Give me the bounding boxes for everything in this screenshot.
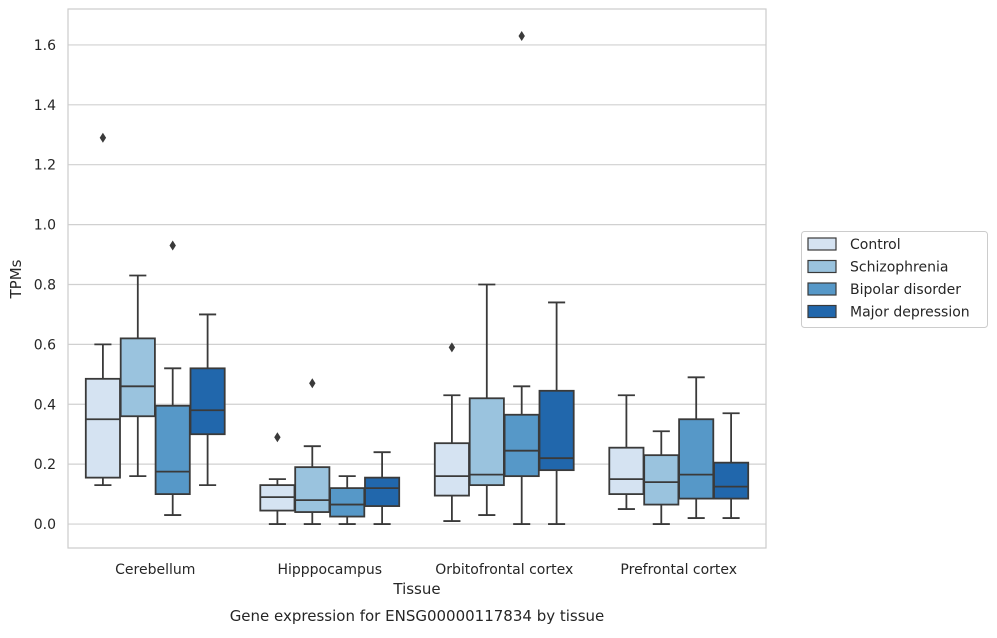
box-hipppocampus-schizophrenia	[294, 378, 331, 525]
box-iqr	[538, 389, 575, 472]
legend-frame	[801, 231, 988, 328]
box-iqr	[468, 397, 505, 487]
box-hipppocampus-bipolar-disorder	[329, 475, 366, 525]
box-prefrontal-cortex-bipolar-disorder	[678, 376, 715, 519]
y-tick-label: 0.8	[34, 277, 56, 293]
box-iqr	[608, 446, 645, 495]
y-tick-labels: 0.0 0.2 0.4 0.6 0.8 1.0 1.2 1.4 1.6	[34, 38, 56, 533]
box-orbitofrontal-cortex-control	[433, 342, 470, 522]
box-iqr	[503, 413, 540, 478]
box-groups	[84, 30, 750, 525]
box-iqr	[433, 442, 470, 497]
box-iqr	[643, 454, 680, 506]
y-tick-label: 1.6	[34, 38, 56, 54]
outlier-point	[274, 432, 281, 443]
legend-label-bipolar-disorder: Bipolar disorder	[850, 282, 961, 298]
box-iqr	[329, 487, 366, 518]
box-iqr	[678, 418, 715, 500]
box-iqr	[189, 367, 226, 436]
box-prefrontal-cortex-major-depression	[713, 412, 750, 519]
y-tick-label: 1.4	[34, 98, 56, 114]
box-cerebellum-schizophrenia	[119, 274, 156, 478]
y-tick-label: 1.0	[34, 218, 56, 234]
y-tick-label: 0.4	[34, 397, 56, 413]
outlier-point	[518, 30, 525, 41]
x-tick-label: Orbitofrontal cortex	[435, 562, 573, 578]
legend-swatch-bipolar-disorder	[807, 282, 837, 296]
plot-frame	[67, 8, 767, 549]
box-iqr	[294, 466, 331, 513]
box-iqr	[154, 404, 191, 495]
box-iqr	[364, 476, 401, 507]
box-orbitofrontal-cortex-schizophrenia	[468, 283, 505, 516]
box-iqr	[713, 461, 750, 500]
x-tick-label: Hipppocampus	[277, 562, 382, 578]
legend-swatch-major-depression	[807, 304, 837, 319]
x-tick-labels: Cerebellum Hipppocampus Orbitofrontal cort…	[115, 562, 737, 578]
legend-swatch-schizophrenia	[807, 259, 837, 274]
box-orbitofrontal-cortex-bipolar-disorder	[503, 30, 540, 525]
box-prefrontal-cortex-control	[608, 394, 645, 510]
legend: Control Schizophrenia Bipolar disorder Majo…	[801, 231, 988, 328]
chart-caption: Gene expression for ENSG00000117834 by t…	[230, 607, 605, 625]
legend-label-major-depression: Major depression	[850, 305, 970, 321]
box-cerebellum-control	[84, 132, 121, 487]
outlier-point	[169, 240, 176, 251]
y-axis-label: TPMs	[7, 259, 25, 299]
legend-label-schizophrenia: Schizophrenia	[850, 260, 948, 276]
outlier-point	[309, 378, 316, 389]
box-hipppocampus-major-depression	[364, 451, 401, 525]
legend-label-control: Control	[850, 237, 901, 253]
box-hipppocampus-control	[259, 432, 296, 525]
box-cerebellum-major-depression	[189, 313, 226, 487]
box-iqr	[119, 337, 156, 418]
y-tick-label: 0.0	[34, 517, 56, 533]
x-tick-label: Prefrontal cortex	[620, 562, 737, 578]
box-orbitofrontal-cortex-major-depression	[538, 301, 575, 525]
y-tick-label: 0.6	[34, 337, 56, 353]
y-tick-label: 0.2	[34, 457, 56, 473]
box-prefrontal-cortex-schizophrenia	[643, 430, 680, 525]
box-cerebellum-bipolar-disorder	[154, 240, 191, 516]
outlier-point	[99, 132, 107, 143]
legend-swatch-control	[807, 237, 837, 251]
box-iqr	[84, 377, 121, 479]
x-axis-label: Tissue	[392, 580, 440, 598]
y-tick-label: 1.2	[34, 158, 56, 174]
outlier-point	[448, 342, 456, 353]
x-tick-label: Cerebellum	[115, 562, 195, 578]
